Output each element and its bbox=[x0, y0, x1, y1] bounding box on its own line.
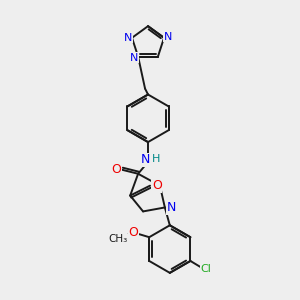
Text: H: H bbox=[152, 154, 160, 164]
Text: O: O bbox=[111, 163, 121, 176]
Text: N: N bbox=[140, 153, 150, 167]
Text: N: N bbox=[124, 33, 132, 43]
Text: Cl: Cl bbox=[201, 264, 212, 274]
Text: O: O bbox=[128, 226, 138, 239]
Text: O: O bbox=[152, 179, 162, 192]
Text: N: N bbox=[130, 52, 138, 63]
Text: CH₃: CH₃ bbox=[108, 234, 127, 244]
Text: N: N bbox=[164, 32, 172, 42]
Text: N: N bbox=[167, 201, 176, 214]
